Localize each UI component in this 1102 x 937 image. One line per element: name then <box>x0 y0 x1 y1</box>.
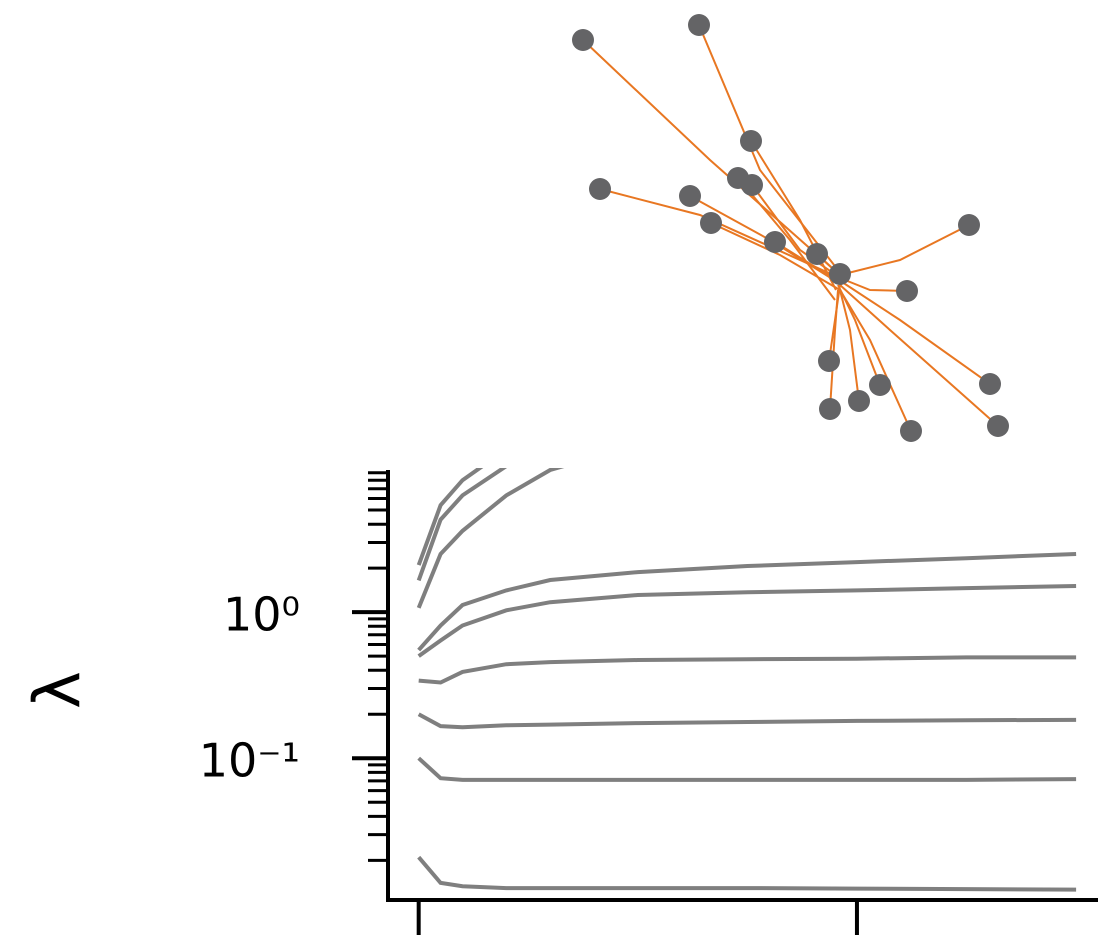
series-line <box>417 756 1077 782</box>
plot-lines <box>416 468 1077 892</box>
series-line <box>417 552 1077 652</box>
series-line <box>417 712 1077 730</box>
series-line <box>418 655 1077 685</box>
trajectory-diagram <box>582 24 999 432</box>
y-tick-label: 10⁰ <box>223 588 300 642</box>
series-line <box>417 855 1077 892</box>
series-line <box>417 584 1077 658</box>
series-line <box>416 468 508 582</box>
series-line <box>416 468 484 566</box>
y-tick-label: 10⁻¹ <box>199 734 300 788</box>
series-line <box>416 468 565 609</box>
trajectory-points <box>572 14 1009 442</box>
y-axis-label: λ <box>22 671 96 709</box>
